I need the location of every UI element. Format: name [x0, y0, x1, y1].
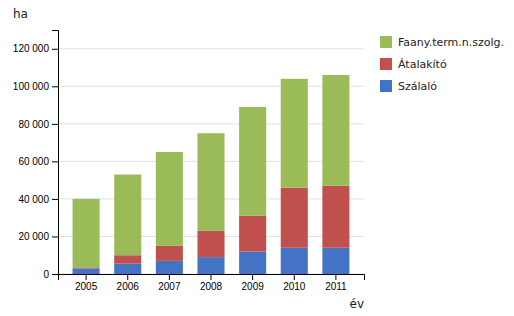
tick-mark	[127, 274, 128, 280]
tick: 2010	[283, 274, 306, 292]
tick-mark	[211, 274, 212, 280]
tick-mark	[294, 274, 295, 280]
bar	[114, 175, 141, 256]
tick-mark	[252, 274, 253, 280]
tick: 2006	[117, 274, 140, 292]
bar	[281, 248, 308, 274]
grid-line	[58, 48, 364, 49]
y-axis: 0 20 000 40 000 60 000 80 000 100 000 120 000	[13, 31, 59, 280]
chart: 0 20 000 40 000 60 000 80 000 100 000 120 000 2…	[0, 0, 514, 316]
x-axis-title: év	[350, 297, 364, 311]
y-axis-title: ha	[13, 7, 28, 21]
tick-mark	[52, 161, 58, 162]
tick: 0	[43, 269, 58, 280]
bar	[281, 79, 308, 188]
tick-label: 2009	[242, 281, 265, 292]
bar	[73, 199, 100, 268]
legend-swatch	[380, 58, 392, 70]
axis-line	[59, 275, 365, 281]
tick-label: 2008	[200, 281, 223, 292]
bar	[156, 261, 183, 274]
tick: 2011	[325, 274, 347, 292]
legend-item: Átalakító	[380, 58, 447, 71]
legend-swatch	[380, 80, 392, 92]
bar	[281, 188, 308, 248]
tick-label: 0	[43, 269, 49, 280]
bar	[322, 186, 349, 248]
bar	[197, 257, 224, 274]
grid	[58, 49, 364, 274]
bar	[322, 248, 349, 274]
tick-mark	[52, 124, 58, 125]
axis-line	[52, 31, 59, 275]
tick: 100 000	[13, 81, 58, 92]
tick-label: 120 000	[13, 43, 50, 54]
tick-mark	[335, 274, 336, 280]
tick: 20 000	[18, 231, 58, 242]
bar	[73, 268, 100, 274]
bars	[73, 75, 350, 274]
tick-label: 2011	[325, 281, 347, 292]
tick-mark	[169, 274, 170, 280]
legend-label: Faany.term.n.szolg.	[398, 36, 504, 49]
bar	[114, 255, 141, 263]
bar	[239, 216, 266, 252]
tick: 60 000	[18, 156, 58, 167]
tick-label: 80 000	[18, 119, 49, 130]
tick-label: 40 000	[18, 194, 49, 205]
tick: 2008	[200, 274, 223, 292]
bar	[114, 264, 141, 274]
plot: 0 20 000 40 000 60 000 80 000 100 000 120 000 2…	[13, 31, 365, 293]
tick-label: 100 000	[13, 81, 50, 92]
legend-label: Szálaló	[398, 80, 437, 93]
bar	[322, 75, 349, 186]
tick-label: 2006	[117, 281, 140, 292]
tick: 40 000	[18, 194, 58, 205]
legend-label: Átalakító	[398, 58, 447, 71]
legend-item: Faany.term.n.szolg.	[380, 36, 504, 49]
series	[73, 75, 350, 267]
tick: 120 000	[13, 43, 58, 54]
tick-label: 2010	[283, 281, 306, 292]
legend-item: Szálaló	[380, 80, 437, 93]
tick-mark	[52, 236, 58, 237]
tick-mark	[52, 86, 58, 87]
tick-mark	[52, 199, 58, 200]
bar	[239, 251, 266, 274]
tick: 80 000	[18, 119, 58, 130]
tick: 2005	[75, 274, 98, 292]
tick-mark	[52, 49, 58, 50]
bar	[239, 107, 266, 216]
tick-mark	[52, 274, 58, 275]
tick-mark	[86, 274, 87, 280]
tick-label: 60 000	[18, 156, 49, 167]
tick-label: 20 000	[18, 231, 49, 242]
x-axis: 2005 2006 2007 2008 2009 2010 2011	[59, 274, 365, 292]
tick: 2009	[242, 274, 265, 292]
legend: Faany.term.n.szolg. Átalakító Szálaló	[380, 36, 504, 93]
tick-label: 2005	[75, 281, 98, 292]
grid-line	[58, 123, 364, 124]
bar	[197, 231, 224, 257]
bar	[197, 133, 224, 231]
bar	[156, 246, 183, 261]
tick-label: 2007	[158, 281, 181, 292]
grid-line	[58, 86, 364, 87]
bar	[156, 152, 183, 246]
legend-swatch	[380, 36, 392, 48]
tick: 2007	[158, 274, 181, 292]
